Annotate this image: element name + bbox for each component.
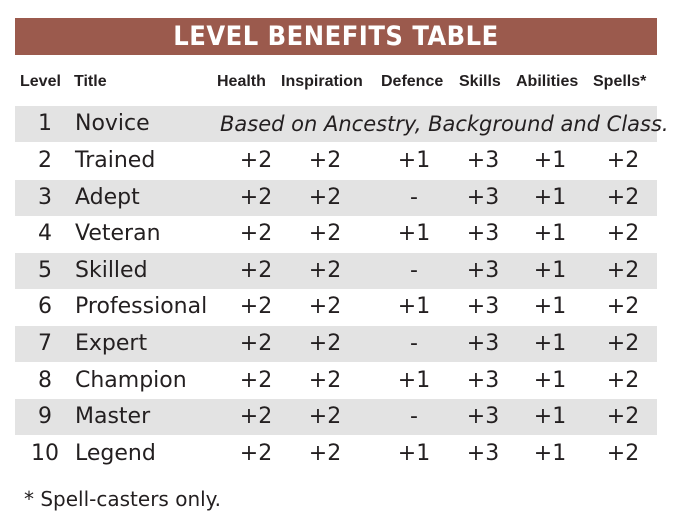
cell-skills: +3 [466, 184, 500, 210]
cell-skills: +3 [466, 404, 500, 430]
cell-level: 7 [38, 331, 52, 356]
cell-title: Expert [75, 331, 148, 356]
table-row: 1 Novice Based on Ancestry, Background a… [15, 106, 669, 142]
cell-health: +2 [239, 294, 273, 320]
cell-level: 6 [38, 294, 52, 320]
cell-spells: +2 [606, 367, 640, 393]
cell-title: Adept [75, 184, 140, 210]
cell-inspiration: +2 [308, 184, 342, 210]
header-defence: Defence [381, 73, 444, 90]
cell-skills: +3 [466, 367, 500, 393]
header-spells: Spells* [593, 73, 647, 90]
cell-defence: - [410, 331, 418, 356]
cell-abilities: +1 [533, 148, 567, 173]
table-row: 3 Adept +2 +2 - +3 +1 +2 [15, 179, 657, 216]
cell-defence: +1 [397, 367, 431, 393]
cell-spells: +2 [606, 257, 640, 283]
table-row: 5 Skilled +2 +2 - +3 +1 +2 [15, 252, 657, 289]
cell-spells: +2 [606, 331, 640, 356]
cell-spells: +2 [606, 404, 640, 430]
cell-health: +2 [239, 184, 273, 210]
cell-abilities: +1 [533, 294, 567, 320]
cell-health: +2 [239, 404, 273, 430]
cell-health: +2 [239, 148, 273, 173]
cell-abilities: +1 [533, 184, 567, 210]
cell-defence: - [410, 257, 418, 283]
cell-defence: +1 [397, 148, 431, 173]
cell-spells: +2 [606, 148, 640, 173]
table-row: 7 Expert +2 +2 - +3 +1 +2 [15, 326, 657, 362]
cell-inspiration: +2 [308, 221, 342, 247]
cell-note: Based on Ancestry, Background and Class. [220, 112, 669, 136]
cell-inspiration: +2 [308, 331, 342, 356]
cell-level: 8 [38, 367, 52, 393]
cell-skills: +3 [466, 221, 500, 247]
cell-spells: +2 [606, 184, 640, 210]
cell-health: +2 [239, 367, 273, 393]
cell-skills: +3 [466, 257, 500, 283]
cell-defence: +1 [397, 294, 431, 320]
cell-inspiration: +2 [308, 294, 342, 320]
cell-health: +2 [239, 331, 273, 356]
table-row: 4 Veteran +2 +2 +1 +3 +1 +2 [15, 216, 657, 252]
cell-defence: +1 [397, 221, 431, 247]
cell-inspiration: +2 [308, 367, 342, 393]
cell-title: Trained [75, 148, 156, 173]
cell-defence: - [410, 404, 418, 430]
cell-level: 9 [38, 404, 52, 430]
cell-health: +2 [239, 440, 273, 466]
cell-level: 5 [38, 257, 52, 283]
cell-inspiration: +2 [308, 404, 342, 430]
table-row: 10 Legend +2 +2 +1 +3 +1 +2 [15, 436, 657, 472]
cell-abilities: +1 [533, 331, 567, 356]
table-row: 2 Trained +2 +2 +1 +3 +1 +2 [15, 143, 657, 179]
cell-skills: +3 [466, 294, 500, 320]
table-banner: LEVEL BENEFITS TABLE [15, 18, 657, 55]
cell-abilities: +1 [533, 257, 567, 283]
cell-title: Professional [75, 294, 208, 320]
cell-abilities: +1 [533, 221, 567, 247]
cell-inspiration: +2 [308, 440, 342, 466]
cell-abilities: +1 [533, 404, 567, 430]
cell-skills: +3 [466, 331, 500, 356]
cell-spells: +2 [606, 221, 640, 247]
cell-level: 4 [38, 221, 52, 247]
cell-title: Master [75, 404, 151, 430]
cell-health: +2 [239, 257, 273, 283]
cell-level: 2 [38, 148, 52, 173]
cell-level: 10 [31, 440, 59, 466]
header-title: Title [74, 73, 107, 90]
footnote: * Spell-casters only. [24, 487, 222, 511]
cell-title: Champion [75, 367, 187, 393]
header-health: Health [217, 73, 266, 90]
table-row: 6 Professional +2 +2 +1 +3 +1 +2 [15, 289, 657, 325]
header-inspiration: Inspiration [281, 73, 363, 90]
cell-title: Veteran [75, 221, 161, 247]
cell-health: +2 [239, 221, 273, 247]
cell-inspiration: +2 [308, 148, 342, 173]
cell-skills: +3 [466, 440, 500, 466]
table-row: 8 Champion +2 +2 +1 +3 +1 +2 [15, 363, 657, 399]
header-skills: Skills [459, 73, 501, 90]
cell-defence: +1 [397, 440, 431, 466]
table-row: 9 Master +2 +2 - +3 +1 +2 [15, 399, 657, 436]
header-abilities: Abilities [516, 73, 579, 90]
cell-abilities: +1 [533, 440, 567, 466]
cell-level: 3 [38, 184, 52, 210]
cell-abilities: +1 [533, 367, 567, 393]
cell-skills: +3 [466, 148, 500, 173]
cell-spells: +2 [606, 294, 640, 320]
cell-defence: - [410, 184, 418, 210]
cell-spells: +2 [606, 440, 640, 466]
cell-title: Legend [75, 440, 156, 466]
cell-inspiration: +2 [308, 257, 342, 283]
header-level: Level [20, 73, 61, 90]
cell-title: Skilled [75, 257, 148, 283]
cell-level: 1 [38, 111, 52, 136]
cell-title: Novice [75, 111, 150, 136]
